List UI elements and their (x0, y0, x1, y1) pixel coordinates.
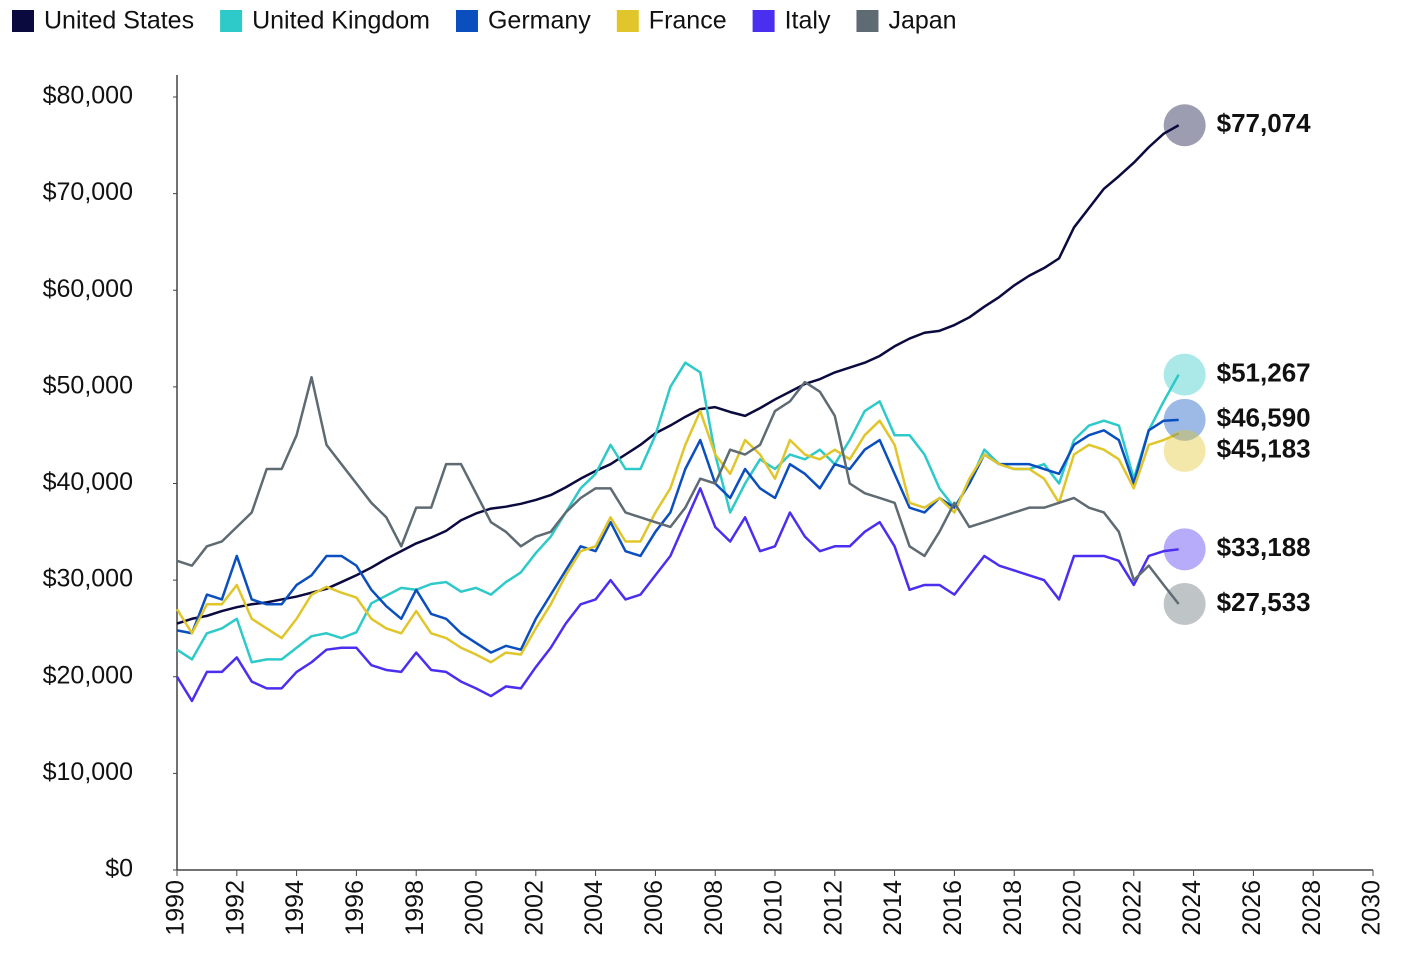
series-line (176, 375, 1180, 605)
legend-swatch (12, 10, 34, 32)
x-tick-label: 2030 (1358, 880, 1386, 936)
x-tick-label: 2006 (640, 880, 668, 936)
end-bubble (1163, 528, 1206, 571)
x-tick-label: 2028 (1298, 880, 1326, 936)
series-line (175, 409, 1180, 664)
y-tick-label: $10,000 (43, 758, 133, 786)
series-line (176, 418, 1179, 654)
end-label: $33,188 (1217, 532, 1311, 562)
series-line (176, 124, 1180, 625)
legend-swatch (616, 10, 639, 32)
end-bubble (1163, 353, 1206, 396)
x-tick-label: 2002 (520, 880, 548, 936)
end-bubble (1163, 582, 1206, 625)
legend-swatch (856, 10, 879, 32)
x-tick-label: 2000 (461, 880, 489, 936)
y-tick-label: $50,000 (43, 371, 133, 399)
end-bubble (1163, 104, 1206, 147)
legend-label: Italy (785, 7, 831, 35)
legend-label: Japan (888, 7, 956, 35)
y-tick-label: $30,000 (43, 565, 133, 593)
x-tick-label: 2014 (879, 880, 907, 936)
x-tick-label: 2010 (760, 880, 788, 936)
y-tick-label: $60,000 (43, 275, 133, 303)
x-tick-label: 2016 (939, 880, 967, 936)
legend-item: Germany (455, 7, 591, 35)
y-tick-label: $80,000 (43, 82, 133, 110)
legend-label: France (649, 7, 727, 35)
legend-item: United States (12, 7, 194, 35)
series-line (175, 487, 1179, 703)
end-bubble (1163, 429, 1206, 472)
x-tick-label: 1990 (162, 880, 190, 936)
legend-item: United Kingdom (220, 7, 430, 35)
series-line (176, 361, 1180, 664)
end-label: $51,267 (1217, 358, 1311, 388)
legend-item: France (616, 7, 727, 35)
legend-swatch (752, 10, 775, 32)
y-tick-label: $0 (105, 855, 133, 883)
y-tick-label: $40,000 (43, 468, 133, 496)
legend-item: Japan (856, 7, 957, 35)
x-tick-label: 2004 (580, 880, 608, 936)
x-tick-label: 2022 (1118, 880, 1146, 936)
x-tick-label: 2018 (999, 880, 1027, 936)
x-tick-label: 1994 (281, 880, 309, 936)
y-tick-label: $70,000 (43, 178, 133, 206)
legend-label: United States (44, 7, 194, 35)
legend-label: Germany (488, 7, 591, 35)
x-tick-label: 1992 (221, 880, 249, 936)
legend-swatch (455, 10, 478, 32)
legend-item: Italy (752, 7, 831, 35)
end-bubble (1163, 398, 1206, 441)
x-tick-label: 1998 (401, 880, 429, 936)
x-tick-label: 2020 (1059, 880, 1087, 936)
y-tick-label: $20,000 (43, 661, 133, 689)
x-tick-label: 2024 (1178, 880, 1206, 936)
x-tick-label: 2008 (700, 880, 728, 936)
end-label: $45,183 (1217, 434, 1311, 464)
end-label: $27,533 (1217, 587, 1311, 617)
end-label: $46,590 (1217, 403, 1311, 433)
x-tick-label: 2026 (1238, 880, 1266, 936)
legend-label: United Kingdom (252, 7, 430, 35)
end-label: $77,074 (1217, 108, 1312, 138)
x-tick-label: 2012 (819, 880, 847, 936)
x-tick-label: 1996 (341, 880, 369, 936)
legend-swatch (220, 10, 243, 32)
